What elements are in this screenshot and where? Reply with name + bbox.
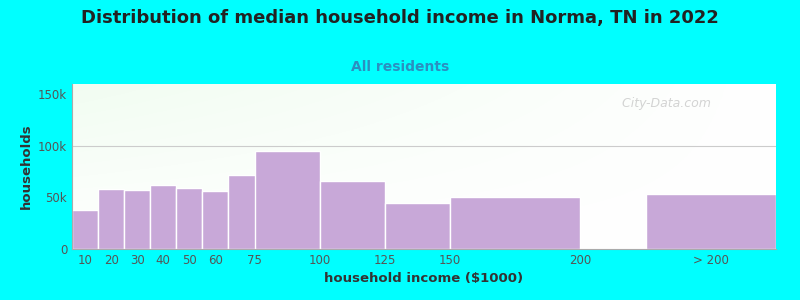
Bar bbox=[98, 189, 124, 249]
Bar bbox=[176, 188, 202, 249]
Bar bbox=[229, 175, 267, 249]
Bar bbox=[124, 190, 150, 249]
Text: Distribution of median household income in Norma, TN in 2022: Distribution of median household income … bbox=[81, 9, 719, 27]
X-axis label: household income ($1000): household income ($1000) bbox=[325, 272, 523, 285]
Bar bbox=[646, 194, 776, 249]
Bar bbox=[202, 191, 229, 249]
Bar bbox=[450, 197, 581, 249]
Bar bbox=[385, 202, 450, 249]
Bar bbox=[72, 210, 98, 249]
Bar bbox=[254, 151, 320, 249]
Y-axis label: households: households bbox=[19, 124, 33, 209]
Bar bbox=[320, 181, 385, 249]
Bar bbox=[150, 185, 176, 249]
Text: City-Data.com: City-Data.com bbox=[614, 97, 711, 110]
Text: All residents: All residents bbox=[351, 60, 449, 74]
